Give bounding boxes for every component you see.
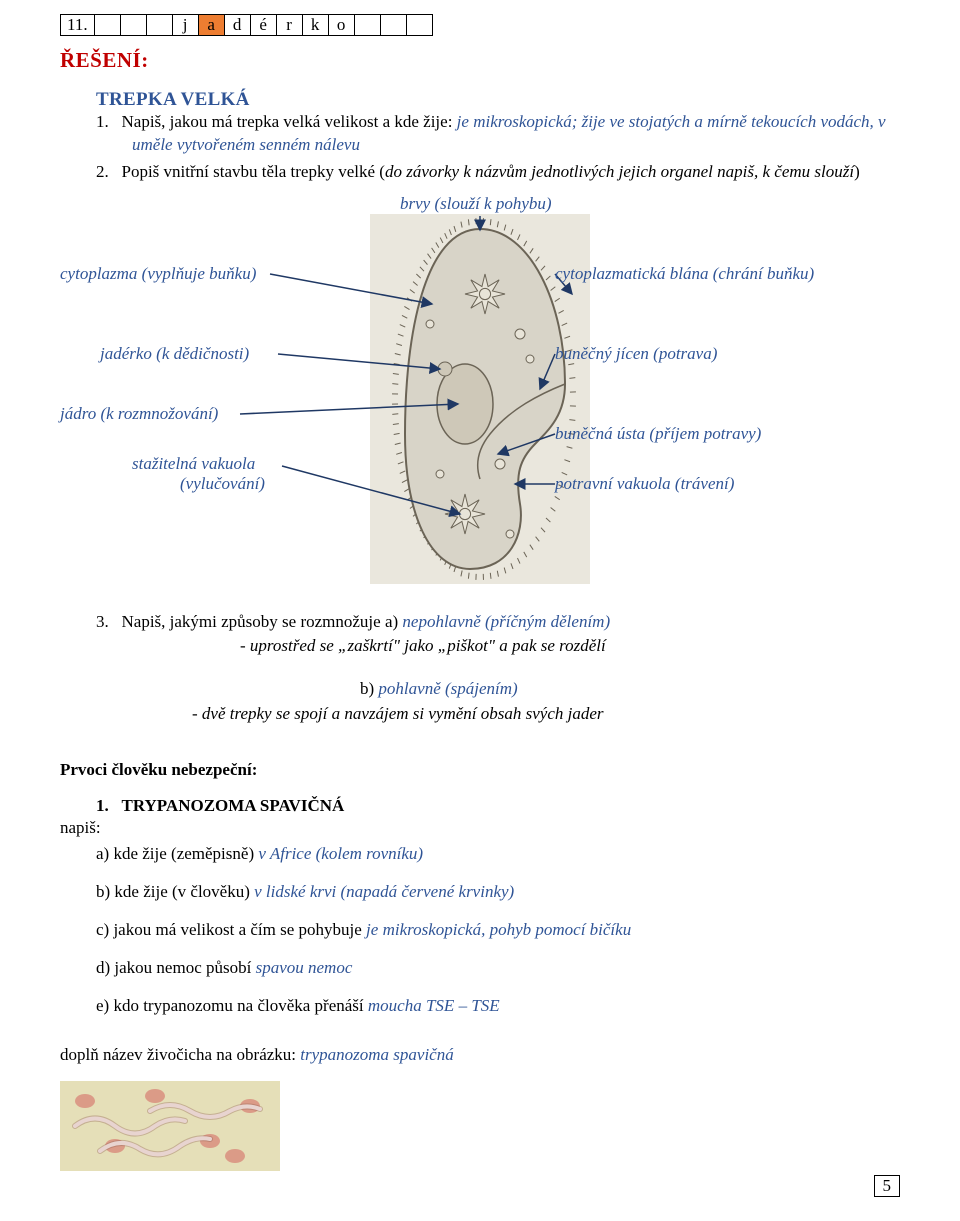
dopln: doplň název živočicha na obrázku: trypan… [60,1045,900,1065]
q1-text: Napiš, jakou má trepka velká velikost a … [122,112,457,131]
label-potrv: potravní vakuola (trávení) [555,474,734,494]
heading-prvoci: Prvoci člověku nebezpeční: [60,760,900,780]
cell-diagram: brvy (slouží k pohybu) cytoplazma (vyplň… [60,194,900,594]
letter-cell: d [225,14,251,36]
letter-cell [381,14,407,36]
sub-b: b) kde žije (v člověku) v lidské krvi (n… [96,880,900,904]
letter-cell [355,14,381,36]
letter-cell: k [303,14,329,36]
row-number: 11. [60,14,95,36]
sub-a: a) kde žije (zeměpisně) v Africe (kolem … [96,842,900,866]
label-staz: stažitelná vakuola [132,454,255,474]
q2-text-c: ) [854,162,860,181]
label-usta: buněčná ústa (příjem potravy) [555,424,761,444]
q3b-sub: - dvě trepky se spojí a navzájem si vymě… [192,702,900,727]
q3-answer-a: nepohlavně (příčným dělením) [402,612,610,631]
letter-cell [407,14,433,36]
label-napis: napiš: [60,818,900,838]
label-cytoplazma: cytoplazma (vyplňuje buňku) [60,264,256,284]
q3b-answer: pohlavně (spájením) [378,679,517,698]
heading-solution: ŘEŠENÍ: [60,48,900,73]
letter-cell: é [251,14,277,36]
tryp-name: TRYPANOZOMA SPAVIČNÁ [122,796,345,815]
question-2: 2. Popiš vnitřní stavbu těla trepky velk… [132,161,900,184]
letter-cell: j [173,14,199,36]
q3b-label: b) [360,679,378,698]
tryp-number: 1. [96,796,109,815]
label-jaderko: jadérko (k dědičnosti) [100,344,249,364]
q2-number: 2. [96,162,109,181]
sub-e: e) kdo trypanozomu na člověka přenáší mo… [96,994,900,1018]
sub-d: d) jakou nemoc působí spavou nemoc [96,956,900,980]
heading-trepka: TREPKA VELKÁ [96,89,900,111]
q2-text-a: Popiš vnitřní stavbu těla trepky velké ( [122,162,385,181]
trypanozoma-image [60,1081,900,1176]
letter-cell [95,14,121,36]
label-staz2: (vylučování) [180,474,265,494]
q2-text-b: do závorky k názvům jednotlivých jejich … [385,162,854,181]
q3-part-b: b) pohlavně (spájením) [360,677,900,702]
label-brvy: brvy (slouží k pohybu) [400,194,552,214]
q1-number: 1. [96,112,109,131]
letter-cell [147,14,173,36]
letter-cell [121,14,147,36]
page-number: 5 [874,1175,901,1197]
letter-cell: r [277,14,303,36]
letter-cells: jadérko [95,14,433,36]
sub-c: c) jakou má velikost a čím se pohybuje j… [96,918,900,942]
crossword-row: 11. jadérko [60,14,900,36]
q3-sub-a: - uprostřed se „zaškrtí" jako „piškot" a… [240,634,900,659]
label-jicen: buněčný jícen (potrava) [555,344,717,364]
letter-cell: o [329,14,355,36]
question-1: 1. Napiš, jakou má trepka velká velikost… [132,111,900,157]
letter-cell: a [199,14,225,36]
q3-text: Napiš, jakými způsoby se rozmnožuje a) [122,612,403,631]
question-3: 3. Napiš, jakými způsoby se rozmnožuje a… [132,610,900,635]
q3-number: 3. [96,612,109,631]
heading-trypanozoma: 1. TRYPANOZOMA SPAVIČNÁ [132,796,900,816]
label-jadro: jádro (k rozmnožování) [60,404,218,424]
label-blana: cytoplazmatická blána (chrání buňku) [555,264,814,284]
